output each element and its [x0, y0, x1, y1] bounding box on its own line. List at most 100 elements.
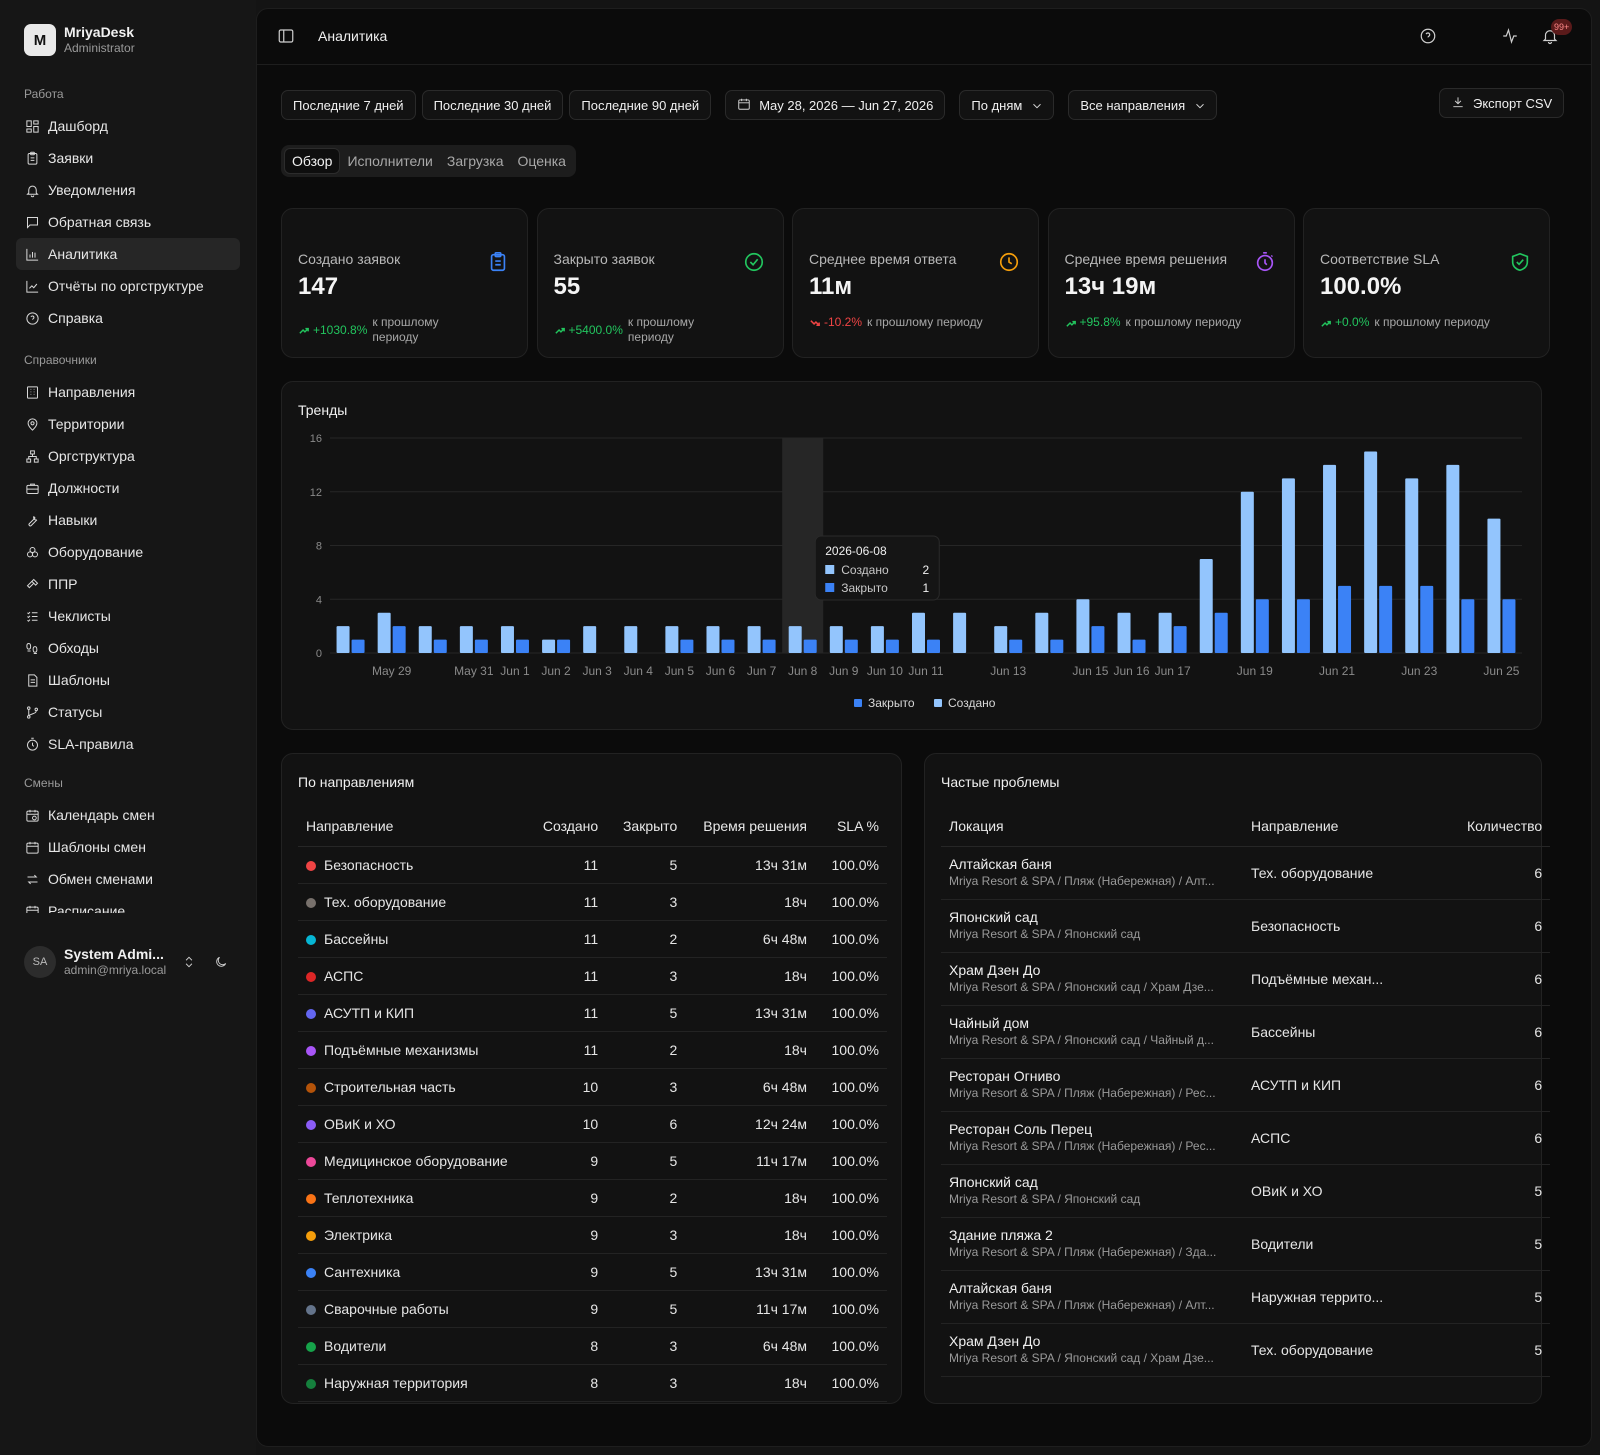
bar-created[interactable]: [1076, 599, 1090, 653]
bar-created[interactable]: [459, 626, 473, 653]
tab-rating[interactable]: Оценка: [517, 153, 566, 169]
sidebar-item[interactable]: Шаблоны: [16, 664, 240, 696]
sidebar-item[interactable]: Должности: [16, 472, 240, 504]
sidebar-item[interactable]: Аналитика: [16, 238, 240, 270]
sidebar-item[interactable]: Оборудование: [16, 536, 240, 568]
sidebar-item[interactable]: Шаблоны смен: [16, 831, 240, 863]
sidebar-item[interactable]: Отчёты по оргструктуре: [16, 270, 240, 302]
table-row[interactable]: Алтайская баня Mriya Resort & SPA / Пляж…: [941, 1270, 1551, 1324]
table-row[interactable]: АСУТП и КИП 11 5 13ч 31м 100.0%: [298, 994, 887, 1032]
table-row[interactable]: Подъёмные механизмы 11 2 18ч 100.0%: [298, 1031, 887, 1069]
activity-icon[interactable]: [1501, 27, 1521, 47]
col-direction[interactable]: Направление: [1243, 806, 1459, 847]
sidebar-item[interactable]: Навыки: [16, 504, 240, 536]
bar-created[interactable]: [665, 626, 679, 653]
moon-icon[interactable]: [212, 953, 230, 971]
table-row[interactable]: Сварочные работы 9 5 11ч 17м 100.0%: [298, 1290, 887, 1328]
bar-closed[interactable]: [803, 639, 817, 653]
bar-closed[interactable]: [351, 639, 365, 653]
bar-closed[interactable]: [1050, 639, 1064, 653]
bar-closed[interactable]: [1502, 599, 1516, 653]
table-row[interactable]: Храм Дзен До Mriya Resort & SPA / Японск…: [941, 1323, 1551, 1377]
preset-7-days-button[interactable]: Последние 7 дней: [281, 90, 416, 120]
sidebar-toggle-icon[interactable]: [277, 27, 297, 47]
bar-created[interactable]: [542, 639, 556, 653]
bar-closed[interactable]: [1338, 585, 1352, 653]
tab-executors[interactable]: Исполнители: [347, 153, 433, 169]
bar-closed[interactable]: [557, 639, 571, 653]
date-range-picker[interactable]: May 28, 2026 — Jun 27, 2026: [725, 90, 946, 120]
col-closed[interactable]: Закрыто: [606, 806, 686, 847]
table-row[interactable]: Медицинское оборудование 9 5 11ч 17м 100…: [298, 1142, 887, 1180]
sidebar-item[interactable]: Уведомления: [16, 174, 240, 206]
preset-90-days-button[interactable]: Последние 90 дней: [569, 90, 712, 120]
col-sla[interactable]: SLA %: [814, 806, 887, 847]
table-row[interactable]: Теплотехника 9 2 18ч 100.0%: [298, 1179, 887, 1217]
bar-closed[interactable]: [1420, 585, 1434, 653]
col-direction[interactable]: Направление: [298, 806, 534, 847]
table-row[interactable]: Ресторан Огниво Mriya Resort & SPA / Пля…: [941, 1058, 1551, 1112]
col-resolution-time[interactable]: Время решения: [685, 806, 815, 847]
export-csv-button[interactable]: Экспорт CSV: [1439, 88, 1565, 118]
bar-created[interactable]: [1281, 478, 1295, 653]
bar-created[interactable]: [1117, 612, 1131, 653]
table-row[interactable]: Японский сад Mriya Resort & SPA / Японск…: [941, 1164, 1551, 1218]
table-row[interactable]: АСПС 11 3 18ч 100.0%: [298, 957, 887, 995]
table-row[interactable]: Алтайская баня Mriya Resort & SPA / Пляж…: [941, 846, 1551, 900]
sidebar-item[interactable]: Календарь смен: [16, 799, 240, 831]
direction-select[interactable]: Все направления: [1068, 90, 1218, 120]
sidebar-item[interactable]: Обходы: [16, 632, 240, 664]
bar-created[interactable]: [747, 626, 761, 653]
bar-created[interactable]: [418, 626, 432, 653]
bar-created[interactable]: [377, 612, 391, 653]
table-row[interactable]: Ресторан Соль Перец Mriya Resort & SPA /…: [941, 1111, 1551, 1165]
bar-closed[interactable]: [392, 626, 406, 653]
sidebar-item[interactable]: Расписание: [16, 895, 240, 913]
bar-created[interactable]: [1487, 518, 1501, 653]
bar-created[interactable]: [1364, 451, 1378, 653]
table-row[interactable]: Электрика 9 3 18ч 100.0%: [298, 1216, 887, 1254]
bar-closed[interactable]: [474, 639, 488, 653]
bar-created[interactable]: [500, 626, 514, 653]
bar-created[interactable]: [953, 612, 967, 653]
bar-closed[interactable]: [1379, 585, 1393, 653]
bar-closed[interactable]: [762, 639, 776, 653]
table-row[interactable]: ОВиК и ХО 10 6 12ч 24м 100.0%: [298, 1105, 887, 1143]
bar-created[interactable]: [829, 626, 843, 653]
bar-closed[interactable]: [844, 639, 858, 653]
bar-created[interactable]: [1323, 464, 1337, 653]
table-row[interactable]: Водители 8 3 6ч 48м 100.0%: [298, 1327, 887, 1365]
sidebar-item[interactable]: Чеклисты: [16, 600, 240, 632]
granularity-select[interactable]: По дням: [959, 90, 1055, 120]
bar-closed[interactable]: [1132, 639, 1146, 653]
bar-created[interactable]: [870, 626, 884, 653]
bar-created[interactable]: [624, 626, 638, 653]
bar-created[interactable]: [1446, 464, 1460, 653]
bar-closed[interactable]: [1173, 626, 1187, 653]
sidebar-item[interactable]: Обмен сменами: [16, 863, 240, 895]
table-row[interactable]: Тех. оборудование 11 3 18ч 100.0%: [298, 883, 887, 921]
sidebar-item[interactable]: Справка: [16, 302, 240, 334]
sidebar-item[interactable]: Заявки: [16, 142, 240, 174]
table-row[interactable]: Строительная часть 10 3 6ч 48м 100.0%: [298, 1068, 887, 1106]
table-row[interactable]: Японский сад Mriya Resort & SPA / Японск…: [941, 899, 1551, 953]
tab-overview[interactable]: Обзор: [284, 148, 341, 174]
bar-closed[interactable]: [1009, 639, 1023, 653]
bar-closed[interactable]: [927, 639, 940, 653]
bar-closed[interactable]: [433, 639, 447, 653]
table-row[interactable]: Сантехника 9 5 13ч 31м 100.0%: [298, 1253, 887, 1291]
brand[interactable]: M MriyaDesk Administrator: [24, 24, 135, 56]
bar-closed[interactable]: [1091, 626, 1105, 653]
sidebar-item[interactable]: Территории: [16, 408, 240, 440]
bar-created[interactable]: [788, 626, 802, 653]
col-count[interactable]: Количество: [1459, 806, 1551, 847]
bar-created[interactable]: [1158, 612, 1172, 653]
table-row[interactable]: Бассейны 11 2 6ч 48м 100.0%: [298, 920, 887, 958]
sidebar-item[interactable]: Направления: [16, 376, 240, 408]
bar-created[interactable]: [994, 626, 1008, 653]
bar-closed[interactable]: [1461, 599, 1475, 653]
table-row[interactable]: Чайный дом Mriya Resort & SPA / Японский…: [941, 1005, 1551, 1059]
table-row[interactable]: Храм Дзен До Mriya Resort & SPA / Японск…: [941, 952, 1551, 1006]
sidebar-item[interactable]: SLA-правила: [16, 728, 240, 760]
col-location[interactable]: Локация: [941, 806, 1243, 847]
